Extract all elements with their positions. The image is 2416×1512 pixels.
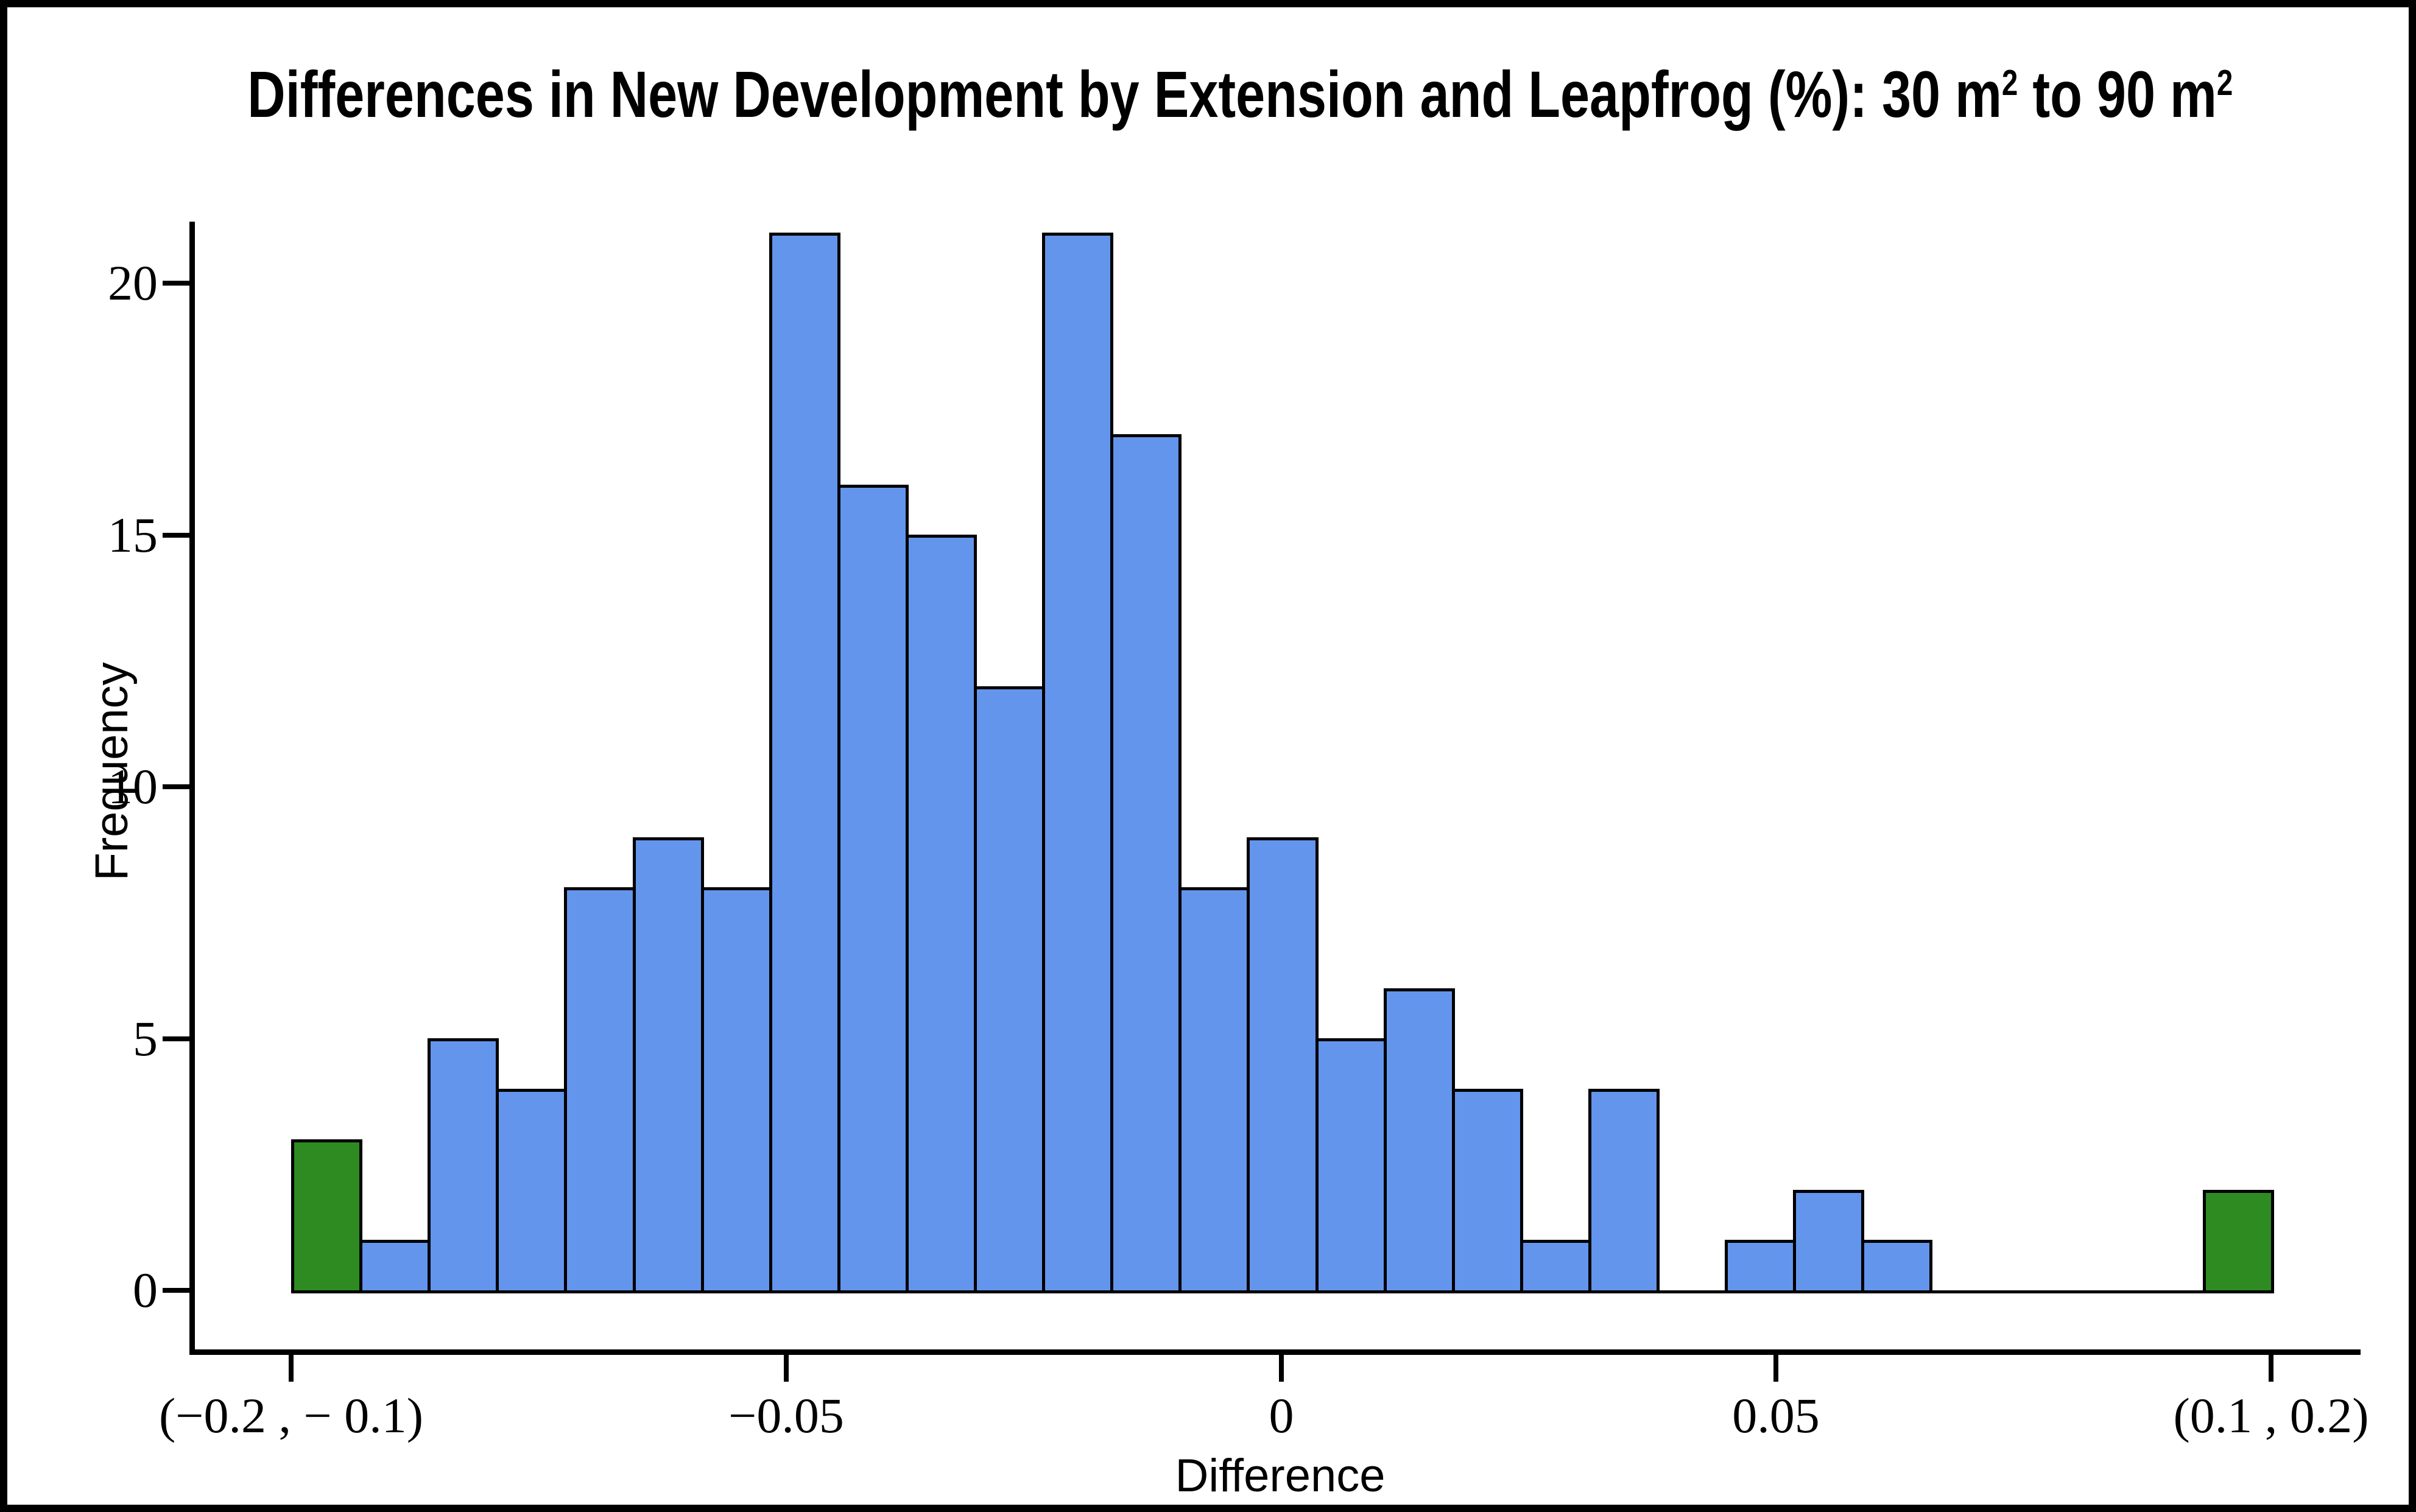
title-text: to 90 m bbox=[2018, 57, 2217, 131]
x-tick bbox=[289, 1355, 294, 1382]
y-tick bbox=[163, 533, 189, 538]
x-axis-line bbox=[189, 1349, 2361, 1355]
histogram-bar bbox=[1452, 1089, 1523, 1293]
y-tick-label: 0 bbox=[133, 1262, 158, 1318]
y-tick-label: 10 bbox=[108, 759, 158, 814]
histogram-bar bbox=[1247, 837, 1319, 1293]
y-tick-label: 20 bbox=[108, 255, 158, 311]
histogram-bar bbox=[1315, 1038, 1387, 1293]
x-tick-label: 0 bbox=[1269, 1388, 1294, 1443]
histogram-bar bbox=[1178, 887, 1250, 1293]
histogram-bar-aggregate bbox=[2203, 1190, 2274, 1293]
title-text: Differences in New Development by Extens… bbox=[247, 57, 2002, 131]
x-tick-label: 0.05 bbox=[1732, 1388, 1820, 1443]
histogram-bar bbox=[496, 1089, 567, 1293]
title-superscript: 2 bbox=[2216, 62, 2233, 104]
histogram-bar bbox=[428, 1038, 499, 1293]
x-tick-label: −0.05 bbox=[728, 1388, 844, 1443]
x-tick bbox=[1773, 1355, 1778, 1382]
x-tick-label: (−0.2 , − 0.1) bbox=[158, 1388, 424, 1443]
histogram-bar-aggregate bbox=[291, 1139, 362, 1293]
histogram-bar bbox=[1588, 1089, 1660, 1293]
histogram-bar bbox=[1042, 233, 1113, 1293]
histogram-bar bbox=[359, 1240, 431, 1293]
histogram-bar bbox=[1110, 434, 1182, 1293]
x-axis-label: Difference bbox=[1175, 1450, 1386, 1502]
histogram-bar bbox=[633, 837, 704, 1293]
histogram-bar bbox=[1520, 1240, 1591, 1293]
histogram-bar bbox=[701, 887, 772, 1293]
histogram-bar bbox=[906, 535, 977, 1293]
x-tick-label: (0.1 , 0.2) bbox=[2173, 1388, 2369, 1443]
y-tick-label: 15 bbox=[108, 507, 158, 563]
title-superscript: 2 bbox=[2001, 62, 2018, 104]
x-tick bbox=[1279, 1355, 1284, 1382]
y-tick bbox=[163, 281, 189, 286]
y-tick bbox=[163, 1288, 189, 1293]
histogram-bar bbox=[1725, 1240, 1796, 1293]
histogram-bar bbox=[837, 485, 909, 1293]
chart-title: Differences in New Development by Extens… bbox=[247, 56, 2233, 132]
x-tick bbox=[784, 1355, 789, 1382]
y-tick bbox=[163, 784, 189, 789]
y-tick-label: 5 bbox=[133, 1011, 158, 1066]
x-tick bbox=[2269, 1355, 2273, 1382]
histogram-bar bbox=[769, 233, 840, 1293]
y-axis-line bbox=[189, 222, 195, 1355]
histogram-bar bbox=[564, 887, 636, 1293]
histogram-bar bbox=[1793, 1190, 1864, 1293]
histogram-bar bbox=[1384, 988, 1455, 1293]
y-tick bbox=[163, 1036, 189, 1041]
histogram-bar bbox=[1861, 1240, 1932, 1293]
histogram-bar bbox=[974, 686, 1045, 1293]
